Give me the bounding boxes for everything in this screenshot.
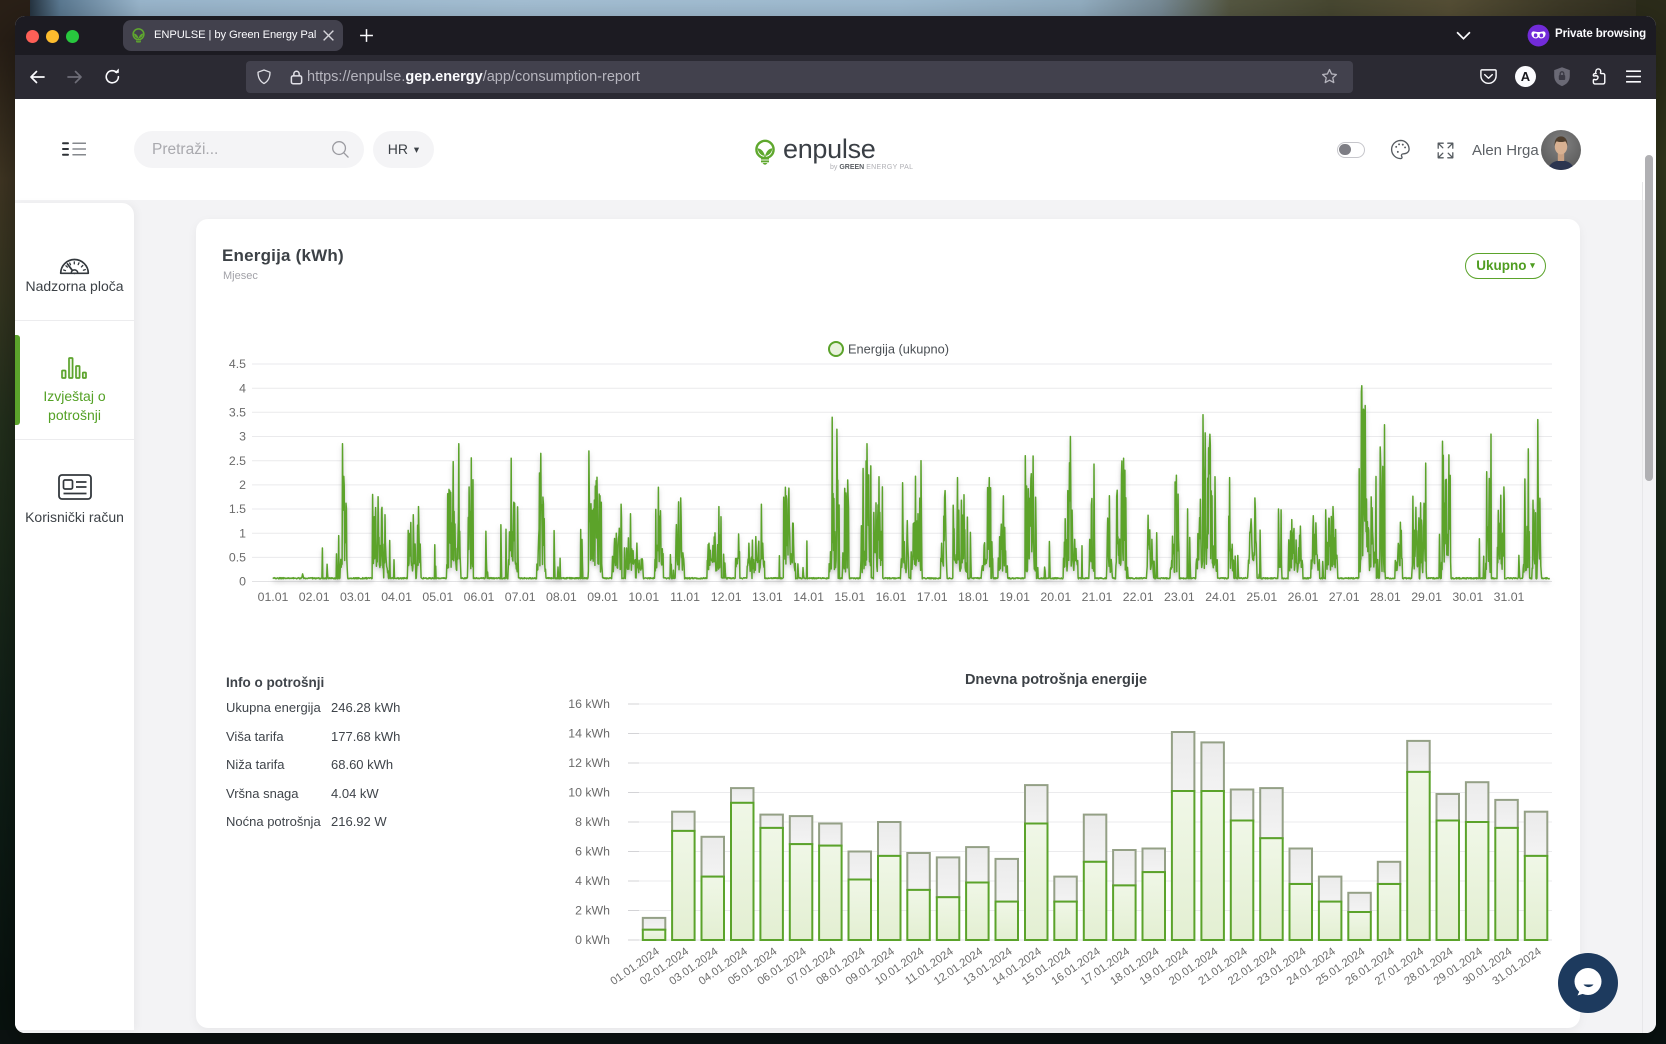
svg-text:06.01: 06.01 bbox=[464, 590, 495, 604]
svg-text:2 kWh: 2 kWh bbox=[575, 904, 610, 918]
svg-text:4 kWh: 4 kWh bbox=[575, 874, 610, 888]
svg-text:10 kWh: 10 kWh bbox=[568, 786, 610, 800]
svg-text:09.01: 09.01 bbox=[587, 590, 618, 604]
svg-text:12.01: 12.01 bbox=[711, 590, 742, 604]
svg-text:Dnevna potrošnja energije: Dnevna potrošnja energije bbox=[965, 672, 1147, 688]
svg-text:4: 4 bbox=[239, 381, 246, 395]
svg-text:3.5: 3.5 bbox=[229, 406, 246, 420]
svg-text:20.01: 20.01 bbox=[1040, 590, 1071, 604]
svg-text:1.5: 1.5 bbox=[229, 502, 246, 516]
svg-text:2: 2 bbox=[239, 478, 246, 492]
svg-text:08.01: 08.01 bbox=[546, 590, 577, 604]
svg-text:04.01: 04.01 bbox=[381, 590, 412, 604]
svg-text:05.01: 05.01 bbox=[422, 590, 453, 604]
svg-text:12 kWh: 12 kWh bbox=[568, 756, 610, 770]
svg-text:Energija (ukupno): Energija (ukupno) bbox=[848, 342, 949, 357]
svg-text:29.01: 29.01 bbox=[1411, 590, 1442, 604]
svg-text:15.01: 15.01 bbox=[834, 590, 865, 604]
svg-text:07.01: 07.01 bbox=[505, 590, 536, 604]
svg-text:4.5: 4.5 bbox=[229, 357, 246, 371]
svg-text:14 kWh: 14 kWh bbox=[568, 727, 610, 741]
svg-text:11.01: 11.01 bbox=[670, 590, 700, 604]
svg-text:0: 0 bbox=[239, 575, 246, 589]
svg-text:0 kWh: 0 kWh bbox=[575, 933, 610, 947]
svg-text:2.5: 2.5 bbox=[229, 454, 246, 468]
svg-text:23.01: 23.01 bbox=[1164, 590, 1195, 604]
svg-text:27.01: 27.01 bbox=[1329, 590, 1360, 604]
svg-text:3: 3 bbox=[239, 430, 246, 444]
svg-text:24.01: 24.01 bbox=[1205, 590, 1236, 604]
svg-text:01.01: 01.01 bbox=[258, 590, 289, 604]
svg-text:8 kWh: 8 kWh bbox=[575, 815, 610, 829]
svg-text:30.01: 30.01 bbox=[1452, 590, 1483, 604]
svg-text:16 kWh: 16 kWh bbox=[568, 697, 610, 711]
svg-text:18.01: 18.01 bbox=[958, 590, 989, 604]
svg-text:25.01: 25.01 bbox=[1246, 590, 1277, 604]
svg-text:13.01: 13.01 bbox=[752, 590, 783, 604]
svg-text:28.01: 28.01 bbox=[1370, 590, 1401, 604]
svg-text:10.01: 10.01 bbox=[628, 590, 659, 604]
svg-text:31.01: 31.01 bbox=[1494, 590, 1525, 604]
svg-text:26.01: 26.01 bbox=[1288, 590, 1319, 604]
svg-text:6 kWh: 6 kWh bbox=[575, 845, 610, 859]
svg-text:17.01: 17.01 bbox=[917, 590, 948, 604]
svg-text:1: 1 bbox=[239, 526, 246, 540]
svg-text:19.01: 19.01 bbox=[999, 590, 1030, 604]
svg-text:21.01: 21.01 bbox=[1082, 590, 1113, 604]
svg-text:0.5: 0.5 bbox=[229, 551, 246, 565]
svg-text:22.01: 22.01 bbox=[1123, 590, 1154, 604]
svg-text:16.01: 16.01 bbox=[876, 590, 907, 604]
svg-text:03.01: 03.01 bbox=[340, 590, 371, 604]
svg-text:02.01: 02.01 bbox=[299, 590, 330, 604]
svg-text:14.01: 14.01 bbox=[793, 590, 824, 604]
